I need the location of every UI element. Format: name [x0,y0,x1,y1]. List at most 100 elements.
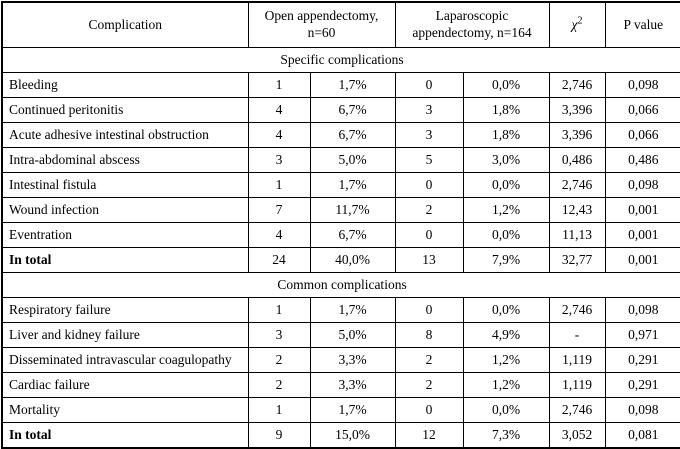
laparoscopic-percent: 1,2% [462,372,550,398]
col-header-open-appendectomy: Open appendectomy, n=60 [247,1,396,48]
laparoscopic-percent: 3,0% [462,147,550,173]
p-value: 0,001 [604,197,680,223]
laparoscopic-percent: 0,0% [462,72,550,98]
open-count: 4 [247,222,311,248]
laparoscopic-count: 0 [394,397,464,423]
laparoscopic-count: 2 [394,197,464,223]
open-percent: 1,7% [309,72,396,98]
open-percent: 6,7% [309,222,396,248]
laparoscopic-count: 0 [394,172,464,198]
col-header-chi-squared: χ2 [548,1,606,48]
open-percent: 1,7% [309,172,396,198]
p-value: 0,291 [604,347,680,373]
laparoscopic-count: 12 [394,422,464,449]
complication-name: In total [1,247,249,273]
laparoscopic-count: 2 [394,372,464,398]
table-row: Liver and kidney failure 3 5,0% 8 4,9% -0,971 [1,322,680,348]
laparoscopic-percent: 0,0% [462,172,550,198]
chi-squared-value: - [548,322,606,348]
open-count: 7 [247,197,311,223]
table-row: Mortality 1 1,7% 0 0,0% 2,746 0,098 [1,397,680,423]
chi-superscript: 2 [577,15,583,27]
laparoscopic-percent: 1,8% [462,97,550,123]
p-value: 0,066 [604,122,680,148]
complication-name: Liver and kidney failure [1,322,249,348]
complication-name: Acute adhesive intestinal obstruction [1,122,249,148]
chi-squared-value: 3,396 [548,122,606,148]
col-header-p-value: P value [604,1,680,48]
open-percent: 3,3% [309,347,396,373]
complication-name: Continued peritonitis [1,97,249,123]
table-row: Disseminated intravascular coagulopathy 2… [1,347,680,373]
chi-squared-value: 32,77 [548,247,606,273]
p-value: 0,001 [604,222,680,248]
open-count: 9 [247,422,311,449]
laparoscopic-percent: 7,9% [462,247,550,273]
complication-name: In total [1,422,249,449]
laparoscopic-percent: 1,2% [462,197,550,223]
section-row: Common complications [1,272,680,298]
laparoscopic-count: 3 [394,97,464,123]
complication-name: Disseminated intravascular coagulopathy [1,347,249,373]
col-header-complication: Complication [1,1,249,48]
table-row: Acute adhesive intestinal obstruction 4 6,… [1,122,680,148]
open-count: 1 [247,172,311,198]
complication-name: Respiratory failure [1,297,249,323]
complication-name: Mortality [1,397,249,423]
open-count: 4 [247,122,311,148]
table-row: Eventration 4 6,7% 0 0,0% 11,13 0,001 [1,222,680,248]
open-count: 3 [247,322,311,348]
laparoscopic-count: 5 [394,147,464,173]
p-value: 0,291 [604,372,680,398]
chi-squared-value: 11,13 [548,222,606,248]
open-count: 24 [247,247,311,273]
open-count: 2 [247,372,311,398]
chi-squared-value: 1,119 [548,347,606,373]
table-row: In total 24 40,0% 13 7,9% 32,77 0,001 [1,247,680,273]
complication-name: Intra-abdominal abscess [1,147,249,173]
p-value: 0,098 [604,72,680,98]
chi-symbol: χ [571,16,578,32]
table-body: Specific complications Bleeding 1 1,7% 0 0,0%… [1,47,680,449]
p-value: 0,098 [604,397,680,423]
complication-name: Eventration [1,222,249,248]
table-row: Wound infection 7 11,7% 2 1,2% 12,43 0,001 [1,197,680,223]
laparoscopic-count: 2 [394,347,464,373]
open-percent: 1,7% [309,297,396,323]
chi-squared-value: 2,746 [548,172,606,198]
complication-name: Wound infection [1,197,249,223]
laparoscopic-count: 3 [394,122,464,148]
open-percent: 3,3% [309,372,396,398]
laparoscopic-percent: 0,0% [462,397,550,423]
complication-name: Intestinal fistula [1,172,249,198]
p-value: 0,001 [604,247,680,273]
complication-name: Cardiac failure [1,372,249,398]
section-title: Common complications [1,272,680,298]
open-count: 4 [247,97,311,123]
open-percent: 6,7% [309,122,396,148]
table-row: Continued peritonitis 4 6,7% 3 1,8% 3,396 0,06… [1,97,680,123]
table-header: Complication Open appendectomy, n=60 Lap… [1,1,680,48]
open-percent: 1,7% [309,397,396,423]
table-row: Cardiac failure 2 3,3% 2 1,2% 1,119 0,291 [1,372,680,398]
col-header-laparoscopic-appendectomy: Laparoscopic appendectomy, n=164 [394,1,550,48]
table-row: Intestinal fistula 1 1,7% 0 0,0% 2,746 0,098 [1,172,680,198]
p-value: 0,098 [604,297,680,323]
chi-squared-value: 3,396 [548,97,606,123]
header-row: Complication Open appendectomy, n=60 Lap… [1,1,680,48]
chi-squared-value: 2,746 [548,397,606,423]
p-value: 0,486 [604,147,680,173]
table-row: Intra-abdominal abscess 3 5,0% 5 3,0% 0,486 0,… [1,147,680,173]
laparoscopic-count: 0 [394,297,464,323]
laparoscopic-percent: 7,3% [462,422,550,449]
p-value: 0,971 [604,322,680,348]
table-row: Bleeding 1 1,7% 0 0,0% 2,746 0,098 [1,72,680,98]
chi-squared-value: 3,052 [548,422,606,449]
chi-squared-value: 2,746 [548,297,606,323]
p-value: 0,098 [604,172,680,198]
open-count: 1 [247,397,311,423]
laparoscopic-count: 13 [394,247,464,273]
chi-squared-value: 0,486 [548,147,606,173]
laparoscopic-percent: 0,0% [462,222,550,248]
